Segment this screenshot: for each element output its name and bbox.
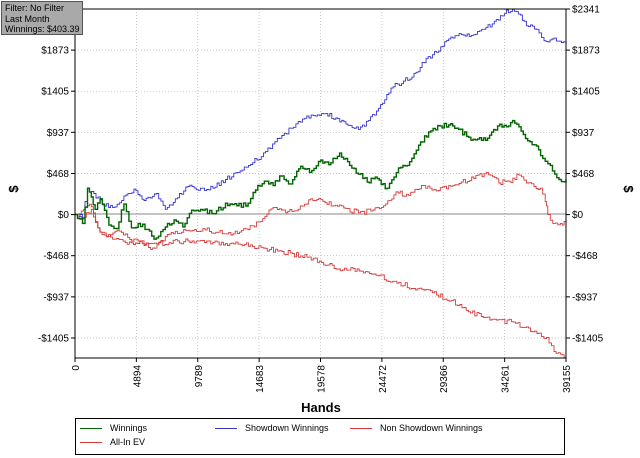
series-line-winnings	[75, 119, 567, 240]
y-tick-label: $1405	[572, 87, 600, 98]
y-tick-label: $937	[47, 128, 70, 139]
x-tick-label: 9789	[194, 365, 205, 388]
x-tick-label: 0	[71, 365, 82, 371]
y-tick-label: -$937	[572, 292, 598, 303]
x-tick-label: 39155	[562, 365, 573, 393]
y-axis-label-right: $	[621, 185, 636, 193]
legend-item-winnings: Winnings	[80, 423, 147, 433]
legend-swatch	[80, 427, 102, 429]
y-tick-label: -$1405	[38, 333, 70, 344]
legend: Winnings Showdown Winnings Non Showdown …	[75, 418, 565, 455]
y-tick-label: $468	[47, 169, 70, 180]
filter-label: Filter: No Filter	[5, 3, 65, 13]
x-tick-label: 34261	[501, 365, 512, 393]
legend-swatch	[215, 427, 237, 429]
y-tick-label: $468	[572, 169, 595, 180]
y-tick-label: -$1405	[572, 333, 604, 344]
y-tick-label: -$468	[43, 251, 69, 262]
y-tick-label: $0	[572, 210, 584, 221]
x-tick-label: 4894	[132, 365, 143, 388]
y-tick-label: $1873	[41, 46, 69, 57]
y-tick-label: $0	[58, 210, 70, 221]
y-tick-label: $1405	[41, 87, 69, 98]
y-tick-label: $1873	[572, 46, 600, 57]
legend-swatch	[80, 441, 102, 443]
legend-label: All-In EV	[110, 437, 146, 447]
x-tick-label: 24472	[378, 365, 389, 393]
x-tick-label: 14683	[255, 365, 266, 393]
legend-label: Showdown Winnings	[245, 423, 329, 433]
legend-label: Winnings	[110, 423, 148, 433]
y-tick-label: -$468	[572, 251, 598, 262]
series-line-non-showdown-winnings	[75, 171, 567, 250]
legend-swatch	[350, 427, 372, 429]
period-label: Last Month	[5, 13, 50, 24]
series-line-showdown-winnings	[75, 8, 567, 219]
legend-item-all-in-ev: All-In EV	[80, 437, 145, 447]
y-tick-label: $2341	[572, 5, 600, 16]
filter-info-box: Filter: No Filter Last Month Winnings: $…	[1, 1, 83, 35]
y-tick-label: -$937	[43, 292, 69, 303]
winnings-total: Winnings: $403.39	[5, 24, 80, 34]
y-axis-left-ticks: $2341$1873$1405$937$468$0-$468-$937-$140…	[38, 5, 75, 344]
x-tick-label: 19578	[317, 365, 328, 393]
y-axis-label-left: $	[6, 185, 21, 193]
series-lines	[75, 8, 567, 359]
y-tick-label: $937	[572, 128, 595, 139]
legend-label: Non Showdown Winnings	[380, 423, 483, 433]
x-axis-label: Hands	[301, 400, 341, 415]
legend-item-non-showdown-winnings: Non Showdown Winnings	[350, 423, 483, 433]
gridlines	[74, 8, 567, 358]
x-axis-ticks: 0 4894 9789 14683 19578 24472 29366 34261 39155	[71, 358, 573, 393]
y-axis-right-ticks: $2341 $1873 $1405 $937 $468 $0 -$468 -$937 -$140…	[566, 5, 604, 344]
legend-item-showdown-winnings: Showdown Winnings	[215, 423, 329, 433]
x-tick-label: 29366	[439, 365, 450, 393]
